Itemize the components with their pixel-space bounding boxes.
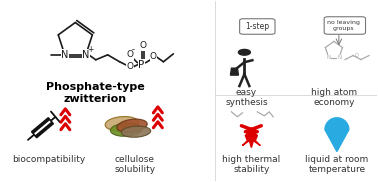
Circle shape xyxy=(249,25,253,26)
Text: O: O xyxy=(150,52,157,61)
Polygon shape xyxy=(242,128,260,148)
Text: biocompatibility: biocompatibility xyxy=(12,155,85,163)
Circle shape xyxy=(246,28,249,29)
Text: O: O xyxy=(126,62,133,71)
Text: N: N xyxy=(82,50,90,60)
Text: P: P xyxy=(138,60,145,70)
Text: O: O xyxy=(126,50,133,59)
Text: -: - xyxy=(132,45,135,54)
Polygon shape xyxy=(231,68,239,75)
Text: O: O xyxy=(355,53,359,58)
Text: N: N xyxy=(337,55,341,60)
Text: no leaving
groups: no leaving groups xyxy=(327,20,360,31)
FancyBboxPatch shape xyxy=(324,17,366,34)
Text: +: + xyxy=(88,45,94,54)
Text: high atom
economy: high atom economy xyxy=(311,88,357,107)
Polygon shape xyxy=(325,118,349,152)
Ellipse shape xyxy=(105,116,139,131)
Text: 1-step: 1-step xyxy=(245,22,270,31)
Text: N: N xyxy=(61,50,68,60)
Text: O: O xyxy=(139,41,146,50)
Circle shape xyxy=(252,22,257,25)
Circle shape xyxy=(239,50,250,55)
Polygon shape xyxy=(31,118,53,138)
Text: cellulose
solubility: cellulose solubility xyxy=(115,155,155,174)
FancyBboxPatch shape xyxy=(240,19,275,34)
Text: Phosphate-type
zwitterion: Phosphate-type zwitterion xyxy=(46,82,144,104)
Text: liquid at room
temperature: liquid at room temperature xyxy=(305,155,369,174)
Ellipse shape xyxy=(117,119,147,132)
Text: high thermal
stability: high thermal stability xyxy=(222,155,280,174)
Text: easy
synthesis: easy synthesis xyxy=(225,88,268,107)
Ellipse shape xyxy=(121,126,151,137)
Ellipse shape xyxy=(110,123,142,136)
Text: N: N xyxy=(327,55,331,60)
